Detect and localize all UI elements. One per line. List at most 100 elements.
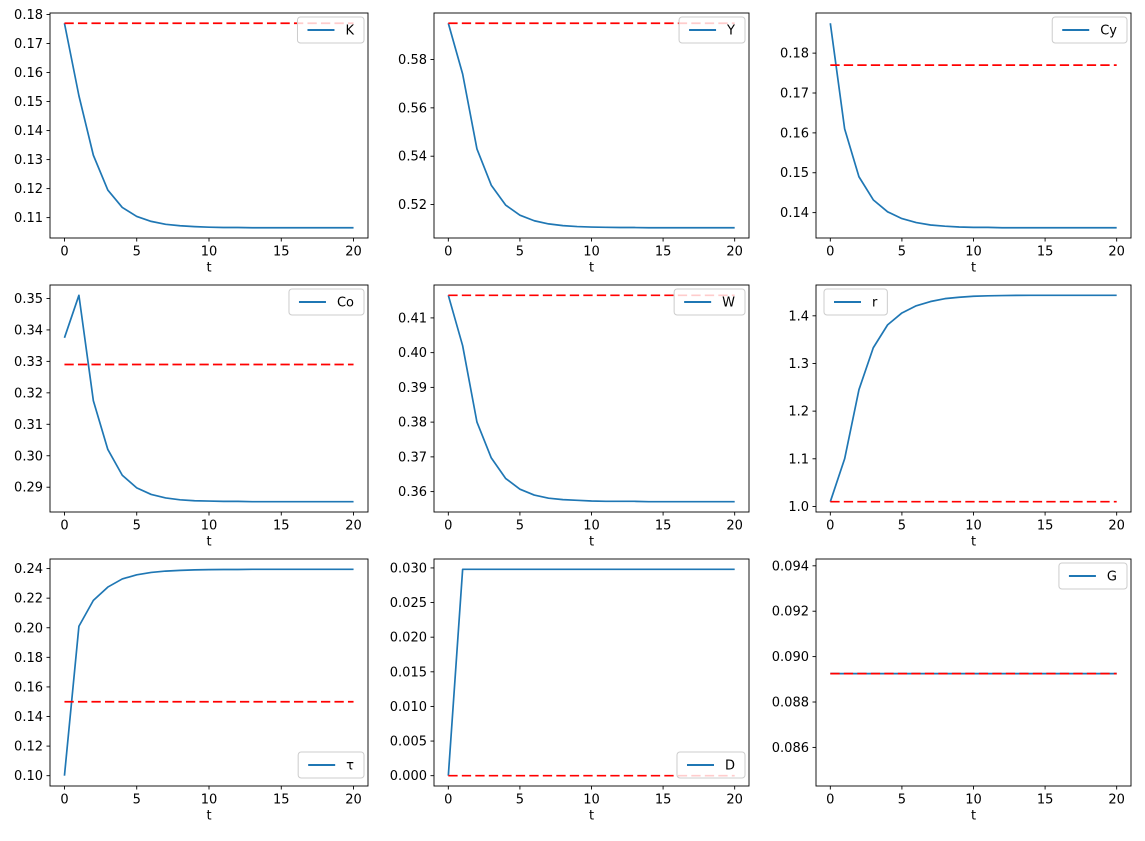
- ytick-label: 0.13: [14, 153, 43, 168]
- xtick-label: 5: [516, 793, 524, 808]
- ytick-label: 0.15: [14, 95, 43, 110]
- ytick-label: 0.33: [14, 355, 43, 370]
- subplot-D: 0.000 0.005 0.010 0.015 0.020 0.025 0.030 0 5 10 1…: [390, 558, 750, 824]
- series-line-Cy: [829, 23, 1117, 229]
- subplot-W: 0.36 0.37 0.38 0.39 0.40 0.41 0 5 10 15 20 t W: [398, 284, 750, 550]
- ytick-label: 0.32: [14, 386, 43, 401]
- legend-D: D: [676, 751, 746, 779]
- xtick-label: 5: [133, 793, 141, 808]
- xtick-label: 0: [444, 245, 452, 260]
- ytick-label: 0.35: [14, 292, 43, 307]
- xtick-label: 0: [826, 245, 834, 260]
- ytick-label: 0.090: [772, 650, 809, 665]
- ytick-label: 0.17: [780, 87, 809, 102]
- xtick-label: 15: [655, 793, 672, 808]
- ytick-label: 0.34: [14, 323, 43, 338]
- legend-box: [288, 288, 365, 316]
- subplot-Cy: 0.14 0.15 0.16 0.17 0.18 0 5 10 15 20 t Cy: [780, 12, 1132, 276]
- ytick-label: 0.17: [14, 37, 43, 52]
- xtick-label: 5: [133, 519, 141, 534]
- xtick-label: 10: [583, 519, 600, 534]
- ytick-label: 0.37: [398, 450, 427, 465]
- legend-box: [1051, 16, 1128, 44]
- xlabel: t: [206, 809, 211, 824]
- ytick-label: 0.56: [398, 101, 427, 116]
- series-line-W: [447, 295, 735, 503]
- xlabel: t: [589, 535, 594, 550]
- ytick-label: 0.005: [390, 735, 427, 750]
- ytick-label: 0.14: [14, 124, 43, 139]
- ytick-label: 0.11: [14, 211, 43, 226]
- xtick-label: 10: [965, 245, 982, 260]
- xtick-label: 20: [726, 245, 743, 260]
- ytick-label: 0.18: [14, 8, 43, 23]
- xtick-label: 20: [1108, 793, 1125, 808]
- xtick-label: 0: [60, 793, 68, 808]
- legend-label: D: [725, 759, 735, 774]
- subplot-r: 1.0 1.1 1.2 1.3 1.4 0 5 10 15 20 t r: [788, 284, 1132, 550]
- xtick-label: 20: [345, 519, 362, 534]
- xtick-label: 20: [726, 519, 743, 534]
- xlabel: t: [206, 535, 211, 550]
- xtick-label: 10: [201, 519, 218, 534]
- ytick-label: 0.40: [398, 346, 427, 361]
- xtick-label: 0: [444, 793, 452, 808]
- legend-label: Y: [726, 24, 735, 39]
- ytick-label: 1.1: [788, 452, 809, 467]
- ytick-label: 0.20: [14, 621, 43, 636]
- xtick-label: 15: [1037, 519, 1054, 534]
- xlabel: t: [971, 535, 976, 550]
- xtick-label: 15: [655, 519, 672, 534]
- ytick-label: 0.58: [398, 53, 427, 68]
- ytick-label: 0.16: [780, 126, 809, 141]
- series-line-r: [829, 294, 1117, 502]
- legend-τ: τ: [297, 751, 365, 779]
- xlabel: t: [971, 261, 976, 276]
- ytick-label: 1.2: [788, 405, 809, 420]
- legend-Co: Co: [288, 288, 365, 316]
- xtick-label: 0: [444, 519, 452, 534]
- ytick-label: 0.31: [14, 418, 43, 433]
- xtick-label: 10: [965, 793, 982, 808]
- legend-Y: Y: [678, 16, 746, 44]
- ytick-label: 0.12: [14, 740, 43, 755]
- legend-W: W: [673, 288, 746, 316]
- series-line-Co: [63, 294, 354, 503]
- ytick-label: 0.16: [14, 66, 43, 81]
- xtick-label: 10: [201, 793, 218, 808]
- xtick-label: 15: [1037, 793, 1054, 808]
- legend-label: r: [872, 296, 878, 311]
- xtick-label: 0: [60, 519, 68, 534]
- ytick-label: 0.094: [772, 559, 809, 574]
- xlabel: t: [206, 261, 211, 276]
- ytick-label: 0.54: [398, 150, 427, 165]
- ytick-label: 0.41: [398, 311, 427, 326]
- legend-G: G: [1058, 562, 1128, 590]
- xtick-label: 20: [726, 793, 743, 808]
- ytick-label: 0.015: [390, 665, 427, 680]
- xtick-label: 5: [516, 519, 524, 534]
- ytick-label: 0.092: [772, 605, 809, 620]
- ytick-label: 0.16: [14, 680, 43, 695]
- ytick-label: 0.020: [390, 631, 427, 646]
- xtick-label: 20: [345, 245, 362, 260]
- xtick-label: 5: [898, 793, 906, 808]
- xtick-label: 0: [826, 519, 834, 534]
- ytick-label: 0.22: [14, 592, 43, 607]
- xtick-label: 15: [273, 245, 290, 260]
- ytick-label: 0.10: [14, 769, 43, 784]
- legend-label: τ: [346, 759, 354, 774]
- xtick-label: 5: [516, 245, 524, 260]
- subplot-K: 0.11 0.12 0.13 0.14 0.15 0.16 0.17 0.18 0 5 10 15 20…: [14, 8, 369, 276]
- ytick-label: 1.3: [788, 357, 809, 372]
- ytick-label: 0.24: [14, 562, 43, 577]
- ytick-label: 0.29: [14, 481, 43, 496]
- xtick-label: 15: [273, 519, 290, 534]
- ytick-label: 0.18: [780, 47, 809, 62]
- series-line-Y: [447, 22, 735, 229]
- xtick-label: 20: [1108, 245, 1125, 260]
- xtick-label: 20: [345, 793, 362, 808]
- xtick-label: 15: [1037, 245, 1054, 260]
